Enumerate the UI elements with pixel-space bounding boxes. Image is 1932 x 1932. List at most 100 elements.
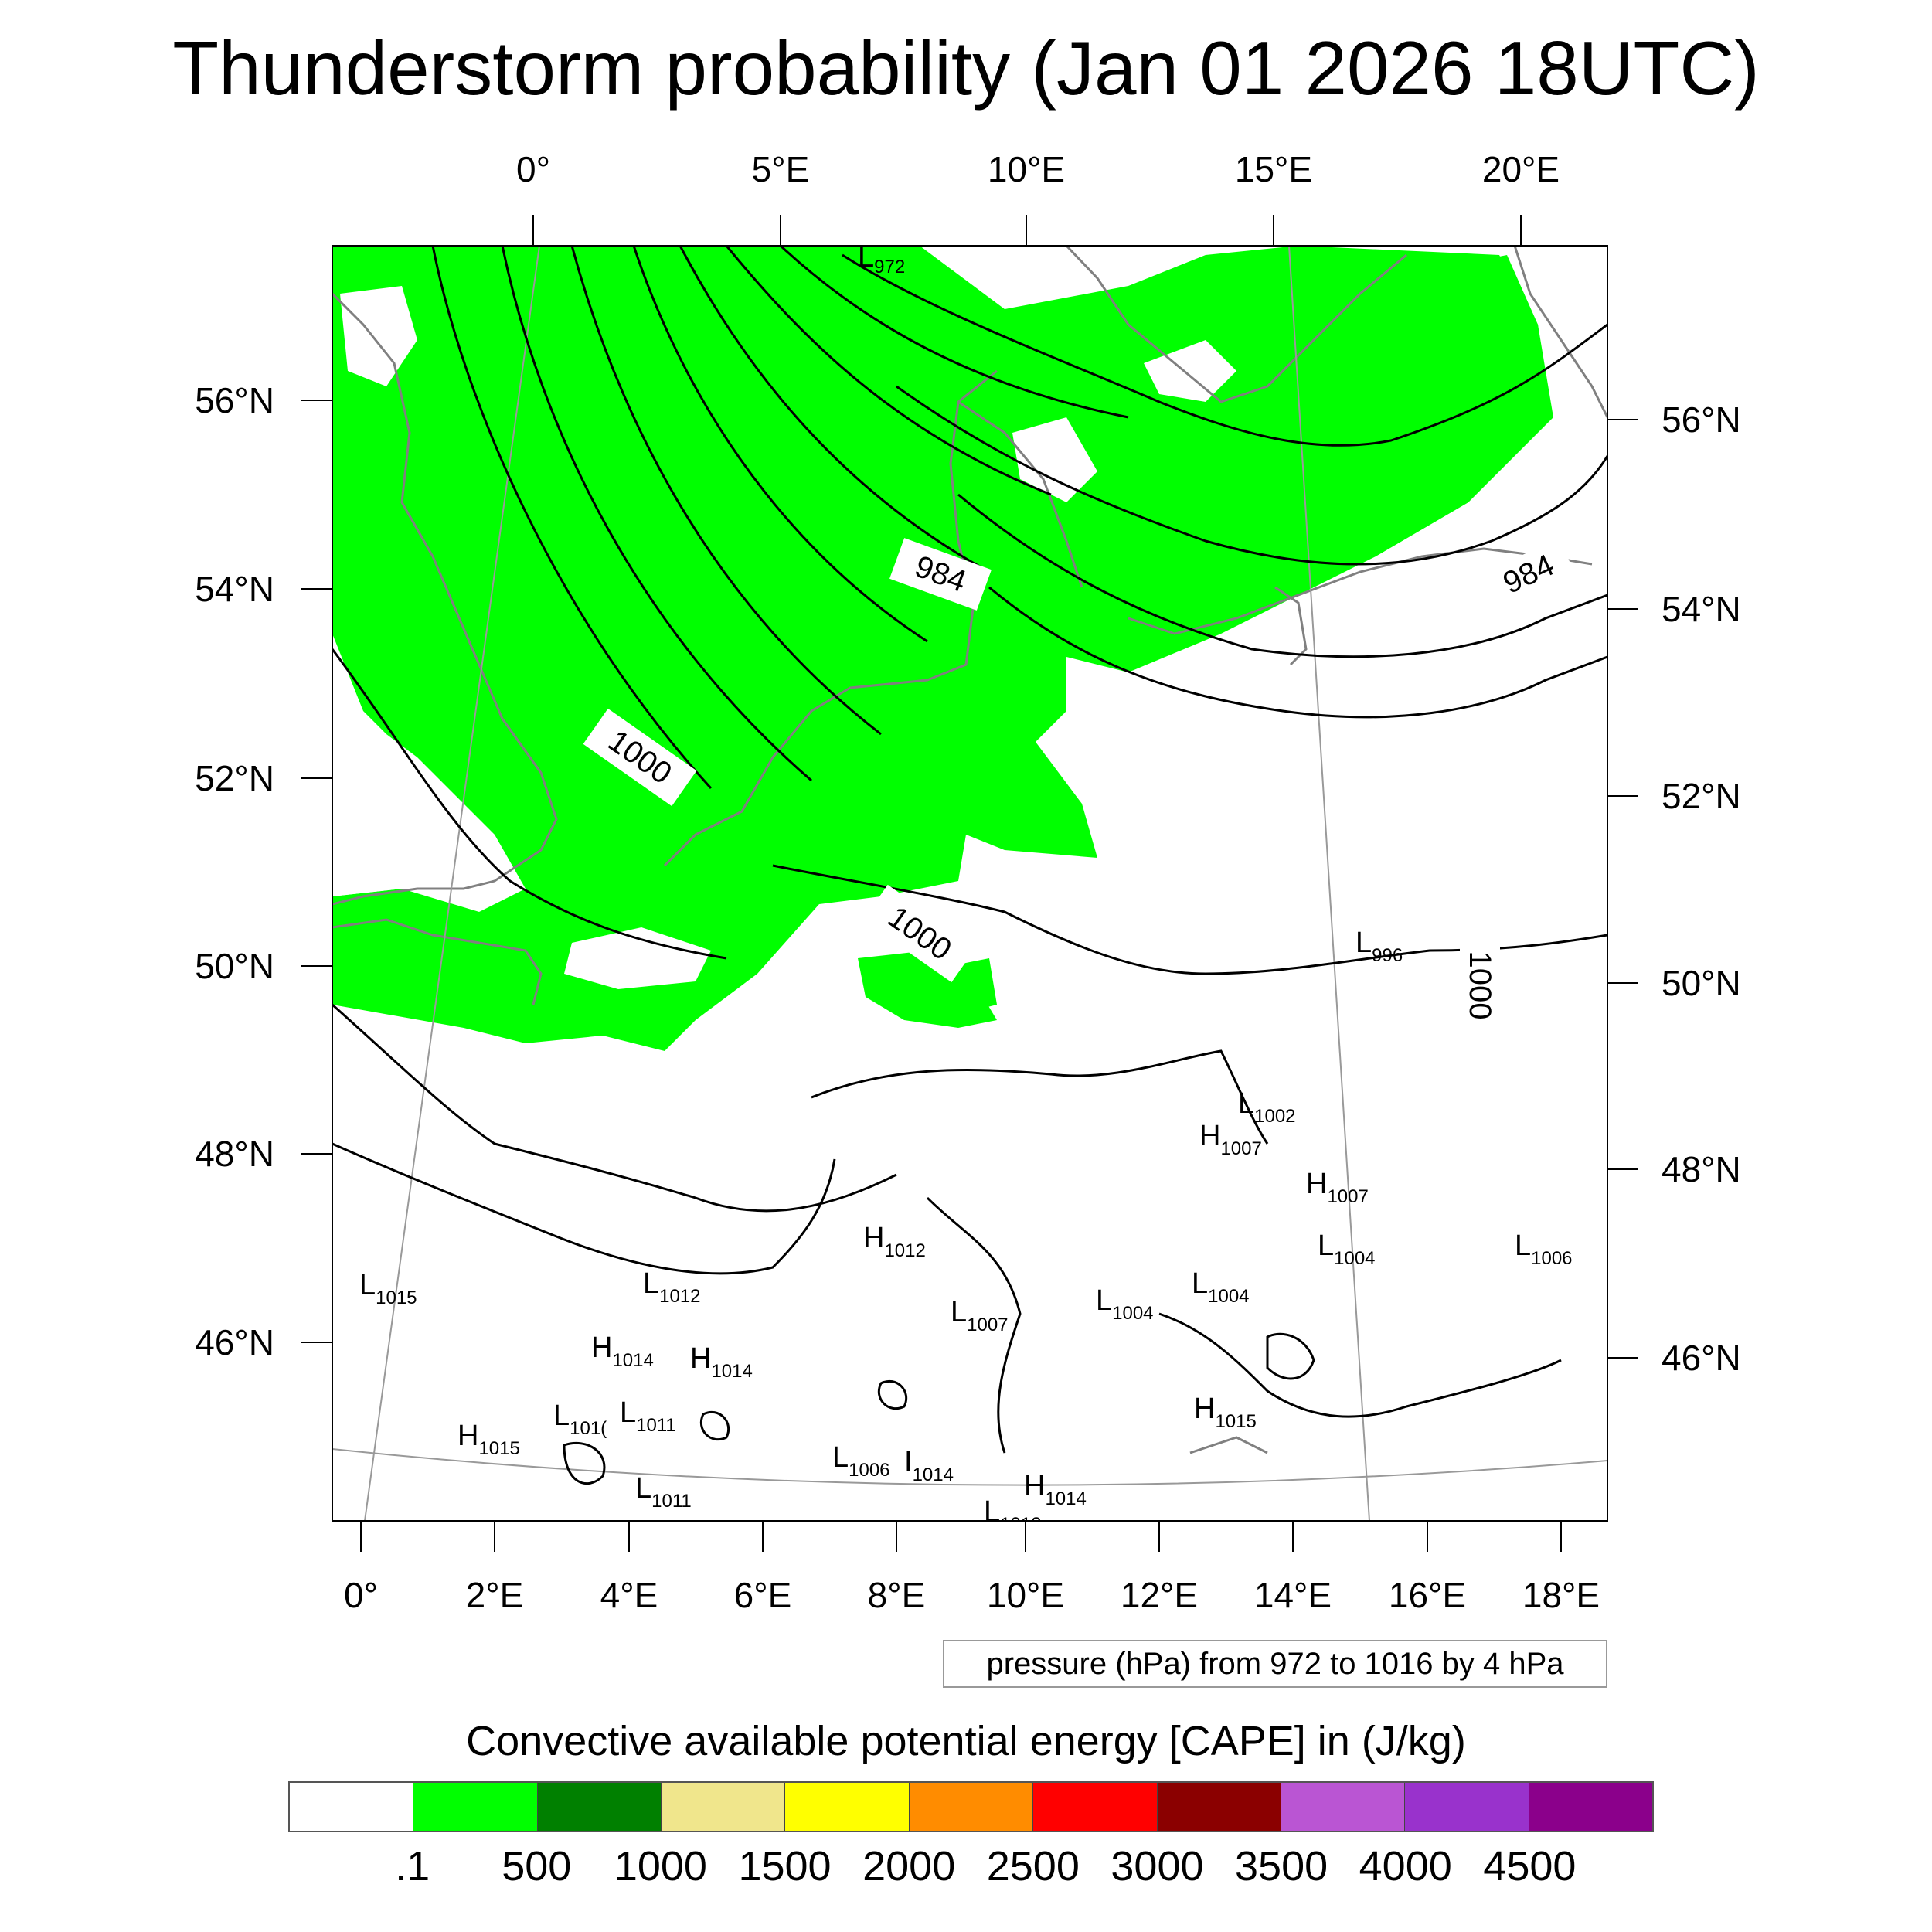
isobar-1016 xyxy=(563,1441,606,1485)
colorbar-tick-label: .1 xyxy=(395,1843,430,1889)
cape-gap-nw xyxy=(340,286,417,386)
plot-frame xyxy=(332,245,1608,1522)
pressure-system-label: L1002 xyxy=(1238,1087,1296,1127)
coastline-channel xyxy=(332,918,543,1005)
lat-label-left: 46°N xyxy=(195,1322,274,1362)
pressure-systems: L972 L996 L1002 H1007 H1007 H1012 L1004 … xyxy=(359,241,1573,1535)
isobar-1000-c xyxy=(332,1003,897,1213)
lat-label-right: 52°N xyxy=(1662,776,1741,816)
lon-label-top: 10°E xyxy=(988,149,1065,189)
svg-text:1000: 1000 xyxy=(1463,951,1497,1020)
pressure-system-label: L1012 xyxy=(984,1495,1042,1535)
colorbar-title: Convective available potential energy [C… xyxy=(466,1718,1466,1764)
colorbar-segment xyxy=(537,1783,662,1831)
isobar-label-1000-c: 1000 xyxy=(1460,939,1500,1032)
lon-label-bottom: 12°E xyxy=(1121,1575,1198,1615)
isobar-north-6 xyxy=(725,246,1052,496)
graticule-meridian-0 xyxy=(364,246,540,1521)
lon-label-bottom: 2°E xyxy=(466,1575,524,1615)
pressure-system-label: L1006 xyxy=(1515,1230,1573,1269)
lon-label-top: 5°E xyxy=(752,149,810,189)
map-plot-area[interactable]: 984 984 1000 1000 1000 L972 L996 L1 xyxy=(332,241,1607,1535)
coastline-baltic-east xyxy=(1513,246,1607,418)
pressure-system-label: H1015 xyxy=(1194,1393,1257,1432)
cape-gap-east xyxy=(1012,417,1097,502)
colorbar-segment xyxy=(662,1783,786,1831)
isobar-1000-a xyxy=(332,648,727,960)
lat-label-left: 54°N xyxy=(195,569,274,609)
pressure-system-label: L101( xyxy=(553,1400,607,1439)
lon-label-bottom: 8°E xyxy=(868,1575,926,1615)
lat-label-left: 52°N xyxy=(195,758,274,798)
pressure-system-label: I1014 xyxy=(904,1446,954,1485)
colorbar-segment xyxy=(290,1783,414,1831)
colorbar-tick-label: 500 xyxy=(502,1843,572,1889)
axis-labels: 0° 5°E 10°E 15°E 20°E 0° 2°E 4°E 6°E 8°E… xyxy=(195,149,1741,1615)
cape-gap-west xyxy=(332,680,510,904)
lat-label-right: 50°N xyxy=(1662,963,1741,1003)
colorbar-segment xyxy=(1529,1783,1652,1831)
colorbar-tick-label: 3500 xyxy=(1235,1843,1328,1889)
colorbar-segment xyxy=(413,1783,538,1831)
lat-label-left: 56°N xyxy=(195,380,274,420)
coastline-denmark xyxy=(957,400,1083,588)
lon-label-bottom: 0° xyxy=(344,1575,378,1615)
graticule-parallel-45n xyxy=(332,1448,1607,1486)
pressure-system-label: L972 xyxy=(858,241,905,277)
pressure-system-label: L1015 xyxy=(359,1269,417,1308)
lon-label-bottom: 4°E xyxy=(600,1575,658,1615)
isobar-984 xyxy=(842,253,1607,447)
pressure-system-label: L996 xyxy=(1355,927,1403,966)
isobar-small-2 xyxy=(699,1410,730,1441)
colorbar-segment xyxy=(909,1783,1034,1831)
lon-label-bottom: 18°E xyxy=(1522,1575,1600,1615)
isobar-996 xyxy=(988,586,1607,719)
lon-label-top: 20°E xyxy=(1482,149,1560,189)
axis-ticks xyxy=(301,215,1638,1552)
pressure-system-label: H1014 xyxy=(1024,1470,1087,1509)
lat-label-right: 48°N xyxy=(1662,1149,1741,1189)
pressure-system-label: H1014 xyxy=(690,1342,753,1382)
lon-label-top: 15°E xyxy=(1235,149,1312,189)
colorbar-tick-label: 1000 xyxy=(614,1843,707,1889)
pressure-system-label: L1011 xyxy=(620,1396,676,1436)
colorbar-segment xyxy=(785,1783,910,1831)
lat-label-right: 54°N xyxy=(1662,589,1741,629)
colorbar-tick-label: 4500 xyxy=(1483,1843,1577,1889)
colorbar-tick-label: 2000 xyxy=(862,1843,956,1889)
pressure-system-label: L1004 xyxy=(1318,1230,1376,1269)
isobar-992 xyxy=(957,493,1607,658)
colorbar-tick-label: 3000 xyxy=(1111,1843,1204,1889)
lat-label-left: 48°N xyxy=(195,1134,274,1174)
lon-label-bottom: 14°E xyxy=(1254,1575,1332,1615)
isobar-north-2 xyxy=(501,246,812,782)
graticule-lines xyxy=(332,246,1607,1521)
isobar-north-1 xyxy=(431,246,713,790)
cape-small-patch xyxy=(951,958,997,1012)
pressure-system-label: H1007 xyxy=(1199,1120,1262,1159)
graticule-meridian-15e xyxy=(1288,246,1370,1521)
colorbar-tick-label: 4000 xyxy=(1359,1843,1452,1889)
isobar-north-5 xyxy=(679,246,990,573)
pressure-system-label: H1014 xyxy=(591,1332,654,1371)
pressure-system-label: L1007 xyxy=(951,1296,1009,1335)
cape-island-patch xyxy=(858,951,997,1028)
isobar-labels: 984 984 1000 1000 1000 xyxy=(583,538,1576,1032)
coastline-sweden xyxy=(1065,246,1407,403)
pressure-system-label: L1006 xyxy=(832,1441,890,1481)
colorbar-labels: .1 500 1000 1500 2000 2500 3000 3500 400… xyxy=(288,1839,1654,1893)
isobar-1004 xyxy=(332,1142,836,1275)
coastline-britain xyxy=(332,292,558,906)
colorbar xyxy=(288,1781,1654,1832)
isobar-north-4 xyxy=(632,246,928,643)
pressure-system-label: L1004 xyxy=(1096,1284,1154,1324)
pressure-system-label: L1012 xyxy=(643,1267,701,1307)
lon-label-bottom: 10°E xyxy=(987,1575,1064,1615)
isobar-1008 xyxy=(811,1049,1269,1145)
lat-label-right: 46°N xyxy=(1662,1338,1741,1378)
isobar-988 xyxy=(896,385,1607,566)
pressure-system-label: L1011 xyxy=(635,1472,692,1512)
pressure-contour-note: pressure (hPa) from 972 to 1016 by 4 hPa xyxy=(943,1640,1607,1688)
colorbar-tick-label: 1500 xyxy=(738,1843,832,1889)
